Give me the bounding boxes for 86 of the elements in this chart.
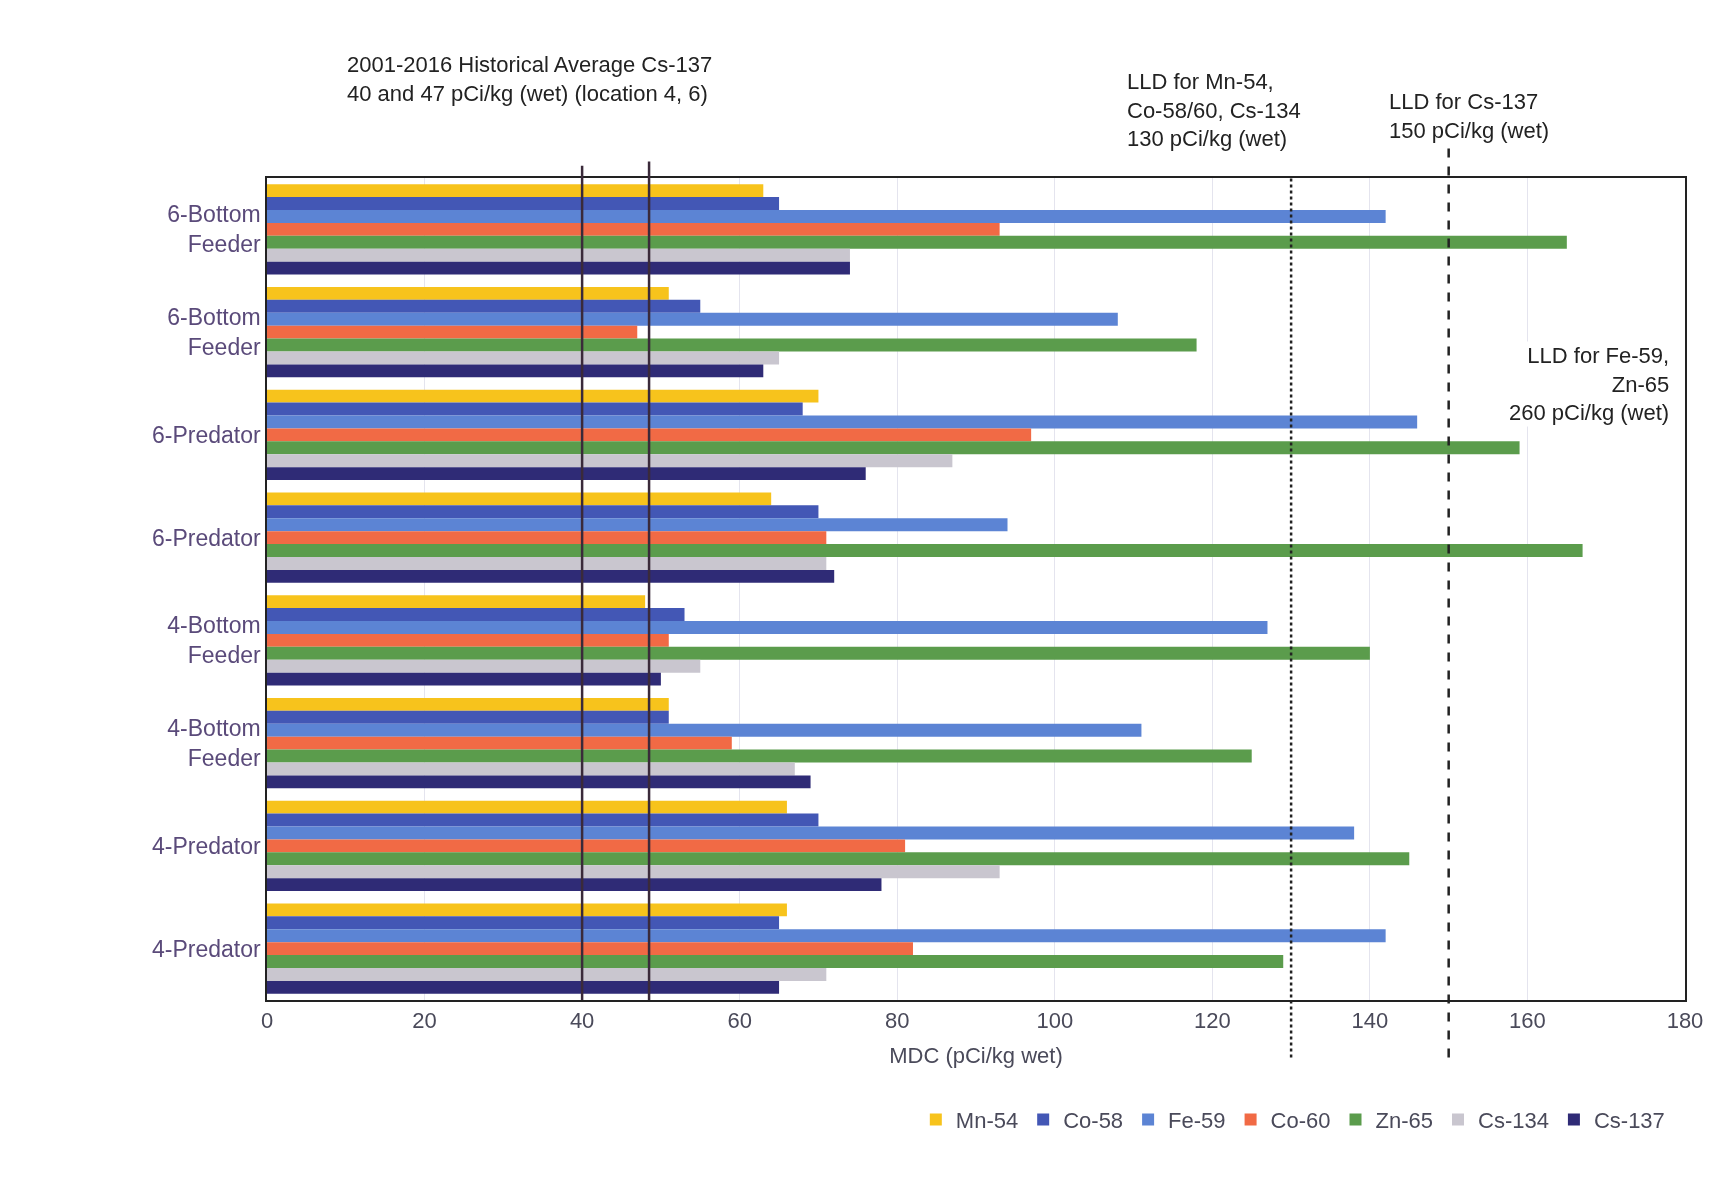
- bar: [267, 865, 1000, 879]
- bar: [267, 968, 827, 981]
- bar: [267, 351, 780, 365]
- bar: [267, 312, 1118, 326]
- bar: [267, 621, 1268, 634]
- y-tick-label: 4-Predator: [151, 832, 261, 859]
- bar: [267, 531, 827, 545]
- bar: [267, 505, 819, 519]
- bar: [267, 736, 732, 750]
- bar: [267, 364, 764, 378]
- bar: [267, 286, 669, 300]
- legend-label: Fe-59: [1168, 1108, 1226, 1134]
- x-tick-label: 120: [1193, 1008, 1231, 1034]
- legend-label: Co-58: [1063, 1108, 1124, 1134]
- x-tick-label: 140: [1351, 1008, 1389, 1034]
- bar: [267, 222, 1000, 236]
- x-tick-label: 80: [884, 1008, 910, 1034]
- bar: [267, 942, 913, 956]
- bar: [267, 826, 1355, 840]
- bar: [267, 518, 1008, 532]
- legend-label: Cs-137: [1593, 1108, 1665, 1134]
- bar: [267, 633, 669, 647]
- x-axis-title: MDC (pCi/kg wet): [889, 1042, 1063, 1068]
- bar: [267, 235, 1567, 249]
- bar: [267, 608, 685, 621]
- x-tick-label: 20: [412, 1008, 437, 1034]
- bar: [267, 749, 1252, 763]
- bar: [267, 659, 701, 673]
- text: 2001-2016 Historical Average Cs-137 40 and 47 pCi/kg (wet) (location 4, 6): [347, 52, 713, 106]
- bar: [267, 544, 1583, 557]
- legend-label: Cs-134: [1477, 1108, 1549, 1134]
- bar: [267, 299, 701, 313]
- bar: [267, 415, 1418, 429]
- bar: [267, 492, 772, 506]
- bar: [267, 878, 882, 892]
- bar: [267, 389, 819, 403]
- legend-label: Zn-65: [1375, 1108, 1433, 1134]
- annotation: LLD for Fe-59, Zn-65 260 pCi/kg (wet): [1509, 343, 1670, 426]
- bar: [267, 454, 953, 468]
- bar: [267, 697, 669, 711]
- y-tick-label: 4-Bottom Feeder: [167, 612, 261, 669]
- bar: [267, 710, 669, 724]
- bar: [267, 261, 850, 275]
- bar: [267, 646, 1370, 660]
- bar: [267, 955, 1284, 968]
- bar: [267, 197, 780, 210]
- y-tick-label: 4-Predator: [151, 935, 261, 962]
- y-tick-label: 6-Predator: [151, 524, 261, 551]
- bar: [267, 184, 764, 198]
- bar: [267, 762, 795, 776]
- text: LLD for Cs-137 150 pCi/kg (wet): [1389, 89, 1550, 143]
- x-tick-label: 40: [569, 1008, 595, 1034]
- bar: [267, 723, 1142, 737]
- y-tick-label: 6-Predator: [151, 421, 261, 448]
- bar: [267, 980, 780, 994]
- bar: [267, 800, 787, 814]
- bar: [267, 441, 1520, 455]
- x-tick-label: 60: [727, 1008, 752, 1034]
- x-tick-label: 180: [1666, 1008, 1704, 1034]
- text: LLD for Mn-54, Co-58/60, Cs-134 130 pCi/kg (wet): [1127, 69, 1301, 152]
- bar: [267, 775, 811, 789]
- bar: [267, 903, 787, 917]
- x-tick-label: 160: [1509, 1008, 1546, 1034]
- bar: [267, 672, 661, 686]
- bar: [267, 467, 866, 481]
- bar: [267, 325, 638, 339]
- y-tick-label: 6-Bottom Feeder: [167, 304, 261, 361]
- bar: [267, 569, 835, 583]
- bar: [267, 428, 1032, 442]
- legend-label: Co-60: [1270, 1108, 1331, 1134]
- x-tick-label: 0: [260, 1008, 274, 1034]
- y-tick-label: 4-Bottom Feeder: [167, 715, 261, 772]
- bar: [267, 929, 1386, 943]
- bar: [267, 595, 646, 609]
- y-tick-label: 6-Bottom Feeder: [167, 201, 261, 258]
- bar: [267, 210, 1386, 223]
- bar: [267, 338, 1197, 352]
- bar: [267, 916, 780, 930]
- bar: [267, 402, 803, 416]
- bar: [267, 852, 1410, 866]
- bar: [267, 557, 827, 570]
- bar: [267, 813, 819, 827]
- x-tick-label: 100: [1036, 1008, 1074, 1034]
- bar: [267, 248, 850, 262]
- bar: [267, 839, 906, 853]
- legend-label: Mn-54: [955, 1108, 1019, 1134]
